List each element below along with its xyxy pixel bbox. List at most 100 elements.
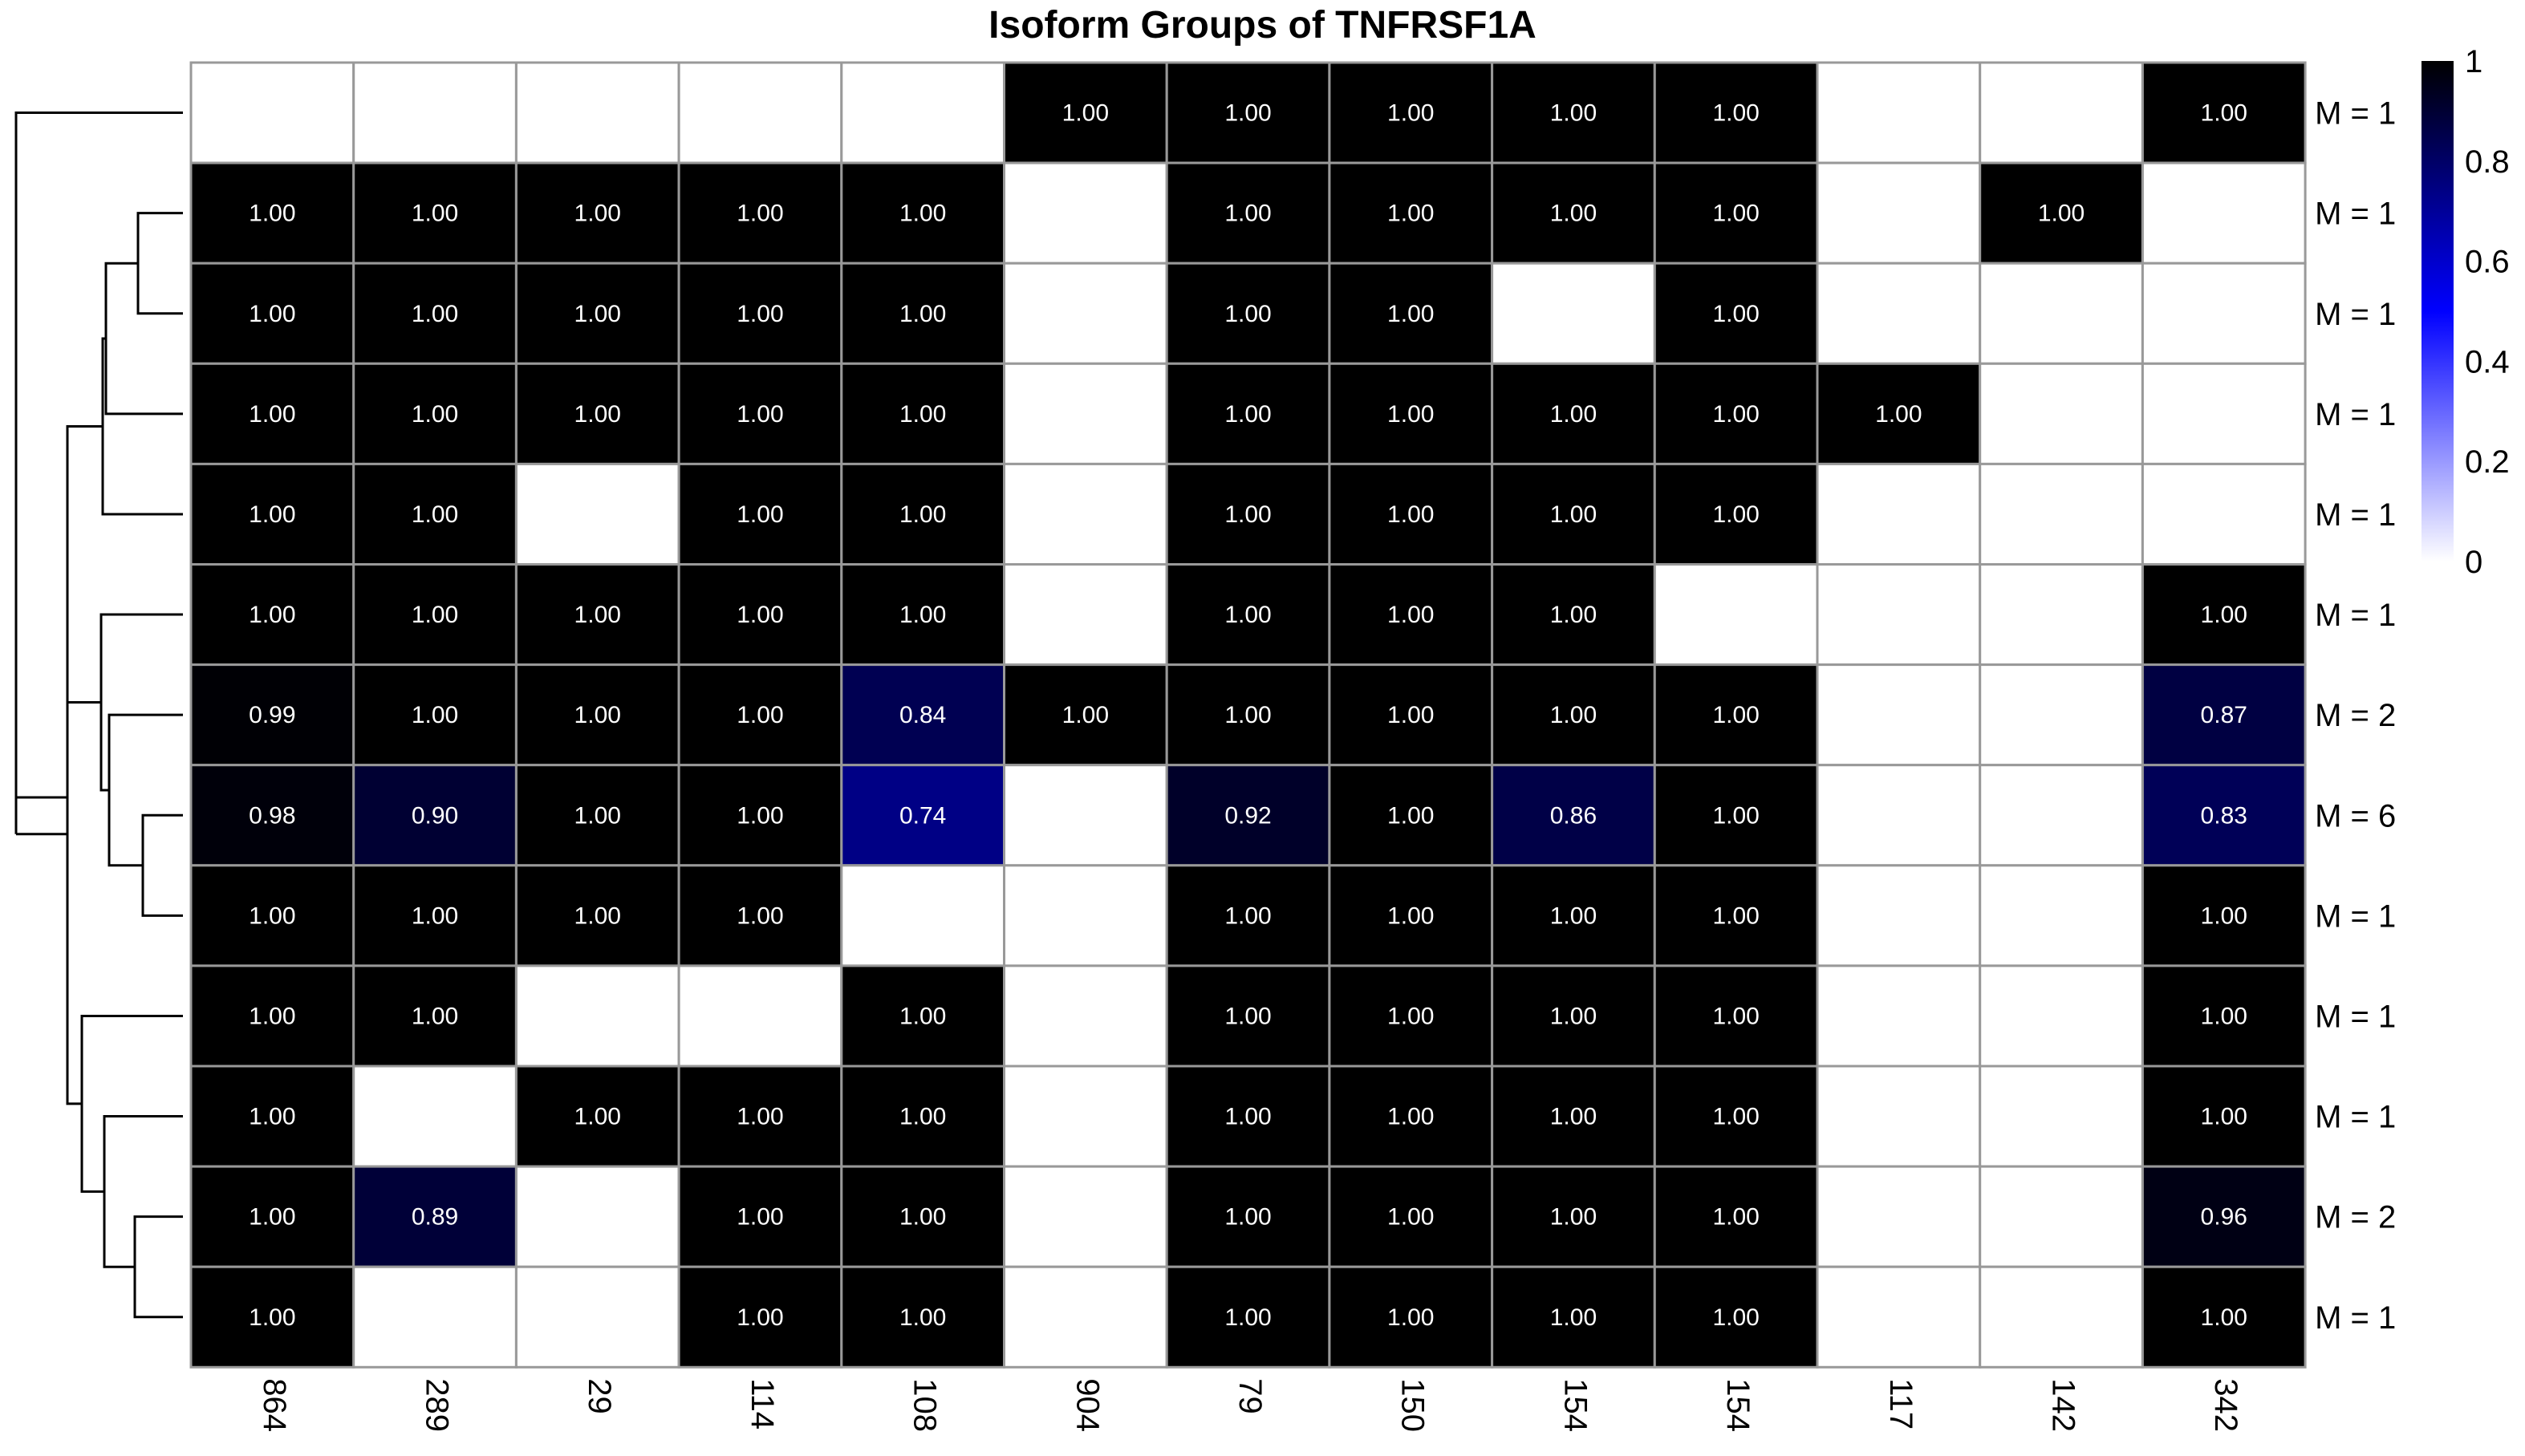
heatmap-cell [352, 61, 518, 164]
heatmap-cell [1003, 864, 1168, 967]
cell-value-label: 1.00 [249, 201, 295, 227]
heatmap-cell [352, 1265, 518, 1369]
heatmap-cell [1165, 864, 1331, 967]
dendrogram-link [101, 337, 183, 516]
cell-value-label: 1.00 [412, 702, 458, 728]
heatmap-cell [840, 61, 1006, 164]
cell-value-label: 1.00 [1550, 401, 1597, 428]
heatmap-cell [2141, 362, 2307, 465]
dendrogram-link [104, 262, 183, 416]
cell-value-label: 1.00 [1387, 702, 1434, 728]
heatmap-cell [1328, 563, 1494, 667]
heatmap-cell [840, 362, 1006, 465]
cell-value-label: 1.00 [1387, 1003, 1434, 1029]
heatmap-cell [677, 61, 843, 164]
heatmap-cell [352, 964, 518, 1068]
row-label: M = 1 [2315, 96, 2396, 132]
heatmap-cell [677, 1265, 843, 1369]
cell-value-label: 1.00 [1062, 702, 1109, 728]
heatmap-cell [514, 1265, 680, 1369]
cell-value-label: 1.00 [574, 401, 621, 428]
heatmap-cell [189, 462, 355, 566]
cell-value-label: 1.00 [1224, 702, 1271, 728]
row-label: M = 1 [2315, 1300, 2396, 1336]
heatmap-cell [514, 663, 680, 767]
heatmap-cell [1165, 1265, 1331, 1369]
cell-value-label: 1.00 [574, 702, 621, 728]
row-label: M = 2 [2315, 1200, 2396, 1235]
heatmap-cell [1816, 262, 1982, 365]
cell-value-label: 1.00 [2201, 602, 2247, 628]
heatmap-cell [189, 161, 355, 265]
heatmap-cell [677, 1165, 843, 1268]
cell-value-label: 1.00 [737, 401, 783, 428]
cell-value-label: 1.00 [899, 1003, 946, 1029]
heatmap-cell [677, 764, 843, 867]
heatmap-cell [352, 1165, 518, 1268]
cell-value-label: 1.00 [899, 201, 946, 227]
heatmap-cell [514, 262, 680, 365]
column-label: 117 [1883, 1378, 1918, 1430]
heatmap-cell [1979, 864, 2144, 967]
color-legend: 0 0.2 0.4 0.6 0.8 1 [2421, 44, 2510, 580]
cell-value-label: 1.00 [1550, 501, 1597, 528]
dendrogram-link [136, 212, 183, 315]
heatmap-cell [840, 964, 1006, 1068]
color-legend-tick: 0.4 [2465, 344, 2510, 379]
cell-value-label: 1.00 [1550, 602, 1597, 628]
cell-value-label: 1.00 [1875, 401, 1922, 428]
row-label: M = 1 [2315, 297, 2396, 332]
heatmap-cell [189, 61, 355, 164]
dendrogram-link [66, 424, 103, 704]
row-label: M = 1 [2315, 598, 2396, 633]
column-label: 79 [1232, 1378, 1268, 1414]
cell-value-label: 1.00 [899, 501, 946, 528]
column-label: 114 [745, 1378, 780, 1430]
heatmap-cell [1979, 1065, 2144, 1168]
cell-value-label: 1.00 [412, 602, 458, 628]
heatmap-cell [1328, 161, 1494, 265]
dendrogram-link [66, 564, 82, 1105]
cell-value-label: 1.00 [574, 301, 621, 327]
heatmap-cell [1816, 1165, 1982, 1268]
heatmap-cell [1979, 764, 2144, 867]
cell-value-label: 1.00 [249, 1003, 295, 1029]
heatmap-cell [1491, 1265, 1656, 1369]
cell-value-label: 1.00 [249, 602, 295, 628]
heatmap-cell [1653, 964, 1819, 1068]
cell-value-label: 1.00 [1224, 201, 1271, 227]
heatmap-cell [677, 964, 843, 1068]
cell-value-label: 1.00 [737, 902, 783, 929]
cell-value-label: 1.00 [899, 1104, 946, 1130]
cell-value-label: 1.00 [1550, 1003, 1597, 1029]
heatmap-cell [1816, 362, 1982, 465]
cell-value-label: 1.00 [1224, 902, 1271, 929]
cell-value-label: 1.00 [1550, 1304, 1597, 1331]
heatmap-cell [352, 262, 518, 365]
color-legend-tick: 0.8 [2465, 144, 2510, 180]
cell-value-label: 1.00 [574, 802, 621, 829]
heatmap-cell [1165, 1165, 1331, 1268]
heatmap-cell [1979, 61, 2144, 164]
heatmap-cell [189, 563, 355, 667]
heatmap-cell [352, 362, 518, 465]
heatmap-cell [1979, 462, 2144, 566]
cell-value-label: 0.98 [249, 802, 295, 829]
heatmap-cell [514, 161, 680, 265]
color-legend-tick: 1 [2465, 44, 2482, 79]
heatmap-cell [1003, 161, 1168, 265]
color-legend-bar [2421, 61, 2454, 562]
heatmap-cell [1491, 864, 1656, 967]
heatmap-cells: 1.00 1.00 1.00 1.00 1.00 1.00 1.00 1.00 1.00 1.00… [189, 61, 2307, 1369]
heatmap-cell [1003, 964, 1168, 1068]
heatmap-cell [1979, 964, 2144, 1068]
heatmap-cell [1979, 1265, 2144, 1369]
heatmap-cell [1653, 161, 1819, 265]
cell-value-label: 0.86 [1550, 802, 1597, 829]
column-label: 342 [2208, 1378, 2243, 1432]
column-label: 142 [2045, 1378, 2080, 1432]
cell-value-label: 1.00 [1712, 100, 1759, 127]
cell-value-label: 1.00 [737, 1104, 783, 1130]
heatmap-cell [1003, 1065, 1168, 1168]
dendrogram-link [108, 713, 183, 867]
